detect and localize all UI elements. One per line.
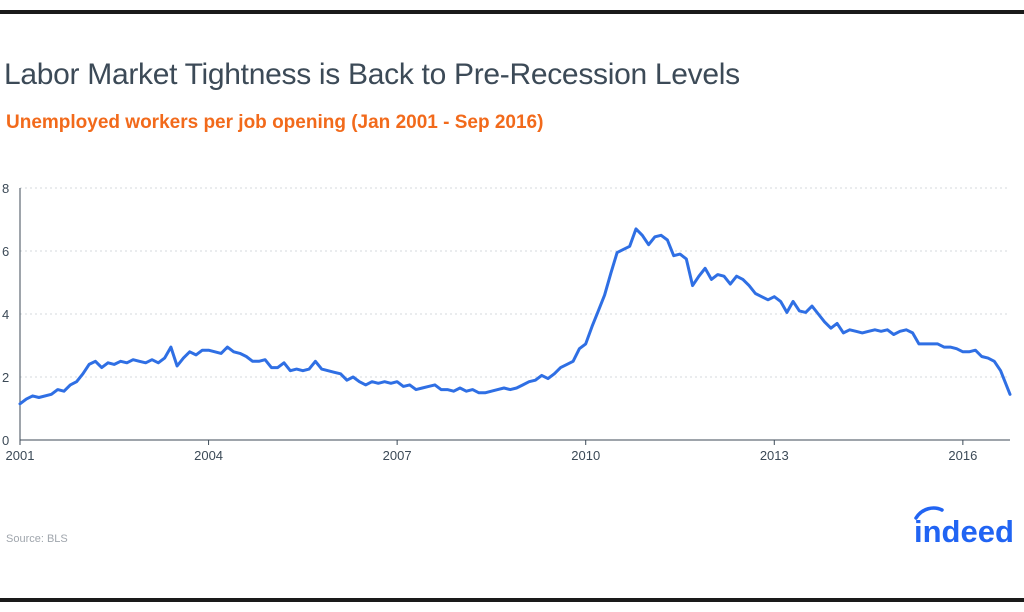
y-tick-label: 8: [2, 181, 9, 196]
y-axis-ticks: 0 2 4 6 8: [2, 181, 9, 448]
x-tick-label: 2013: [760, 448, 789, 463]
chart-subtitle: Unemployed workers per job opening (Jan …: [6, 112, 544, 133]
source-note: Source: BLS: [6, 533, 68, 545]
x-tick-label: 2016: [948, 448, 977, 463]
x-tick-label: 2010: [571, 448, 600, 463]
brand-wordmark: indeed: [914, 514, 1014, 549]
y-tick-label: 0: [2, 433, 9, 448]
line-chart: 0 2 4 6 8 2001 2004 2007 2010 2013 2016: [2, 181, 1012, 463]
x-axis-ticks: 2001 2004 2007 2010 2013 2016: [6, 440, 977, 463]
gridlines: [19, 187, 1010, 441]
y-tick-label: 4: [2, 307, 9, 322]
x-tick-label: 2001: [6, 448, 35, 463]
x-tick-label: 2007: [383, 448, 412, 463]
bottom-border: [0, 598, 1024, 602]
series-line: [18, 227, 1012, 406]
chart-title: Labor Market Tightness is Back to Pre-Re…: [4, 58, 740, 91]
y-tick-label: 2: [2, 370, 9, 385]
top-border: [0, 10, 1024, 14]
x-tick-label: 2004: [194, 448, 223, 463]
y-tick-label: 6: [2, 244, 9, 259]
indeed-logo: indeed: [914, 506, 1014, 549]
